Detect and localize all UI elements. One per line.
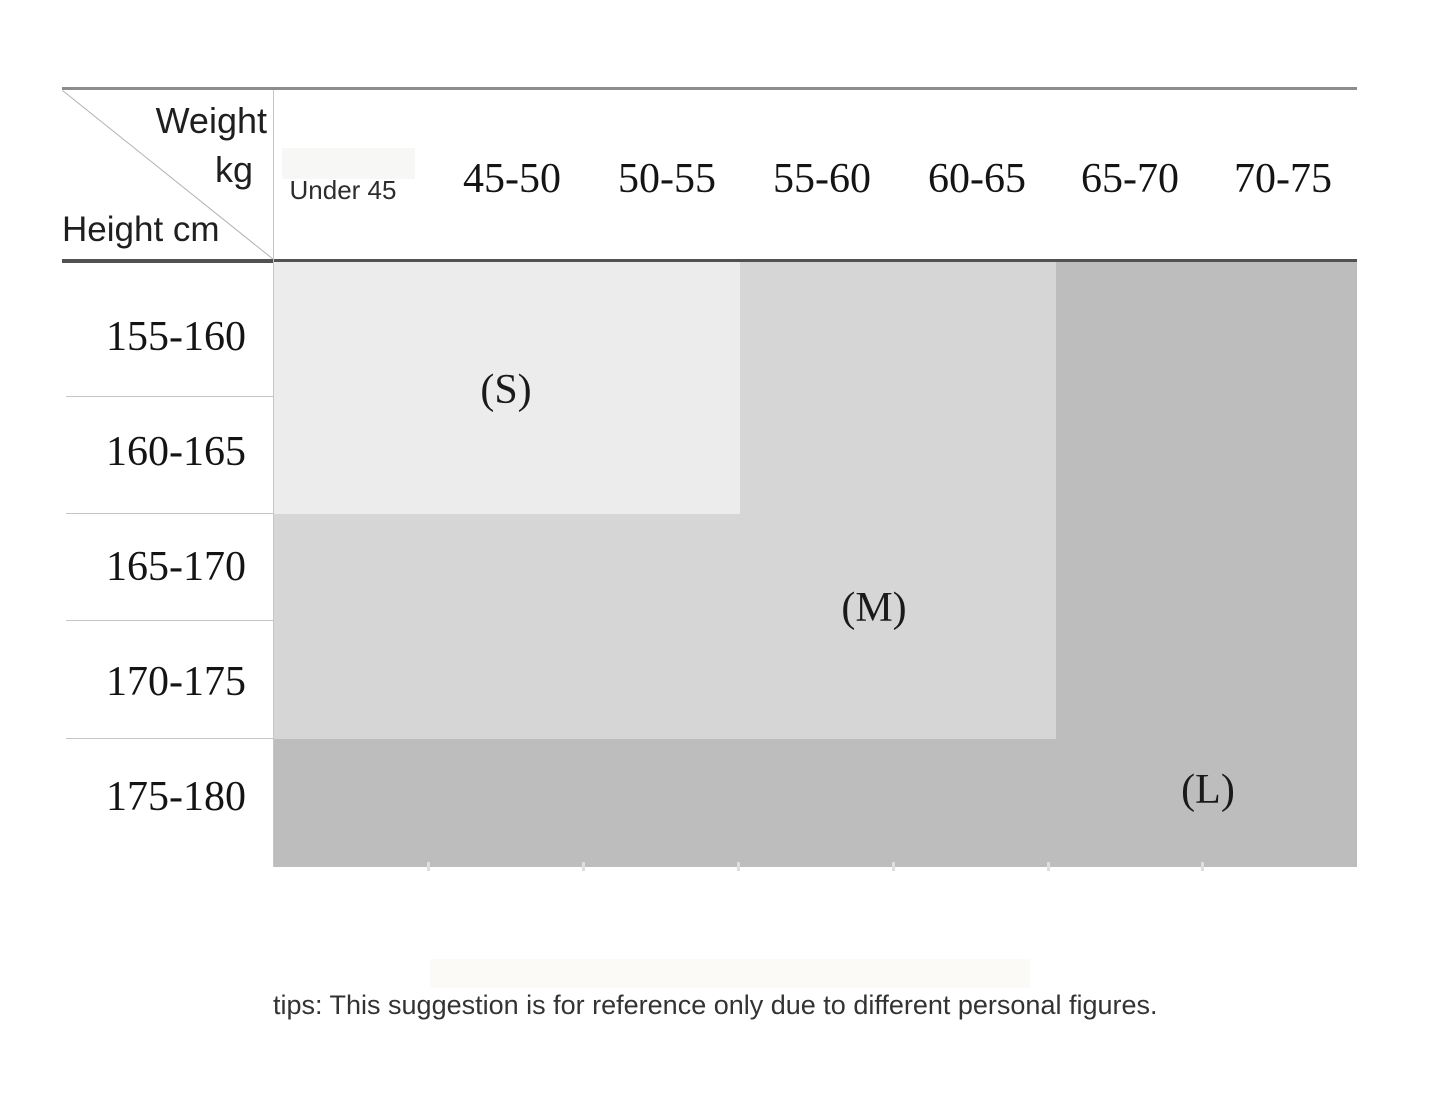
size-region-s — [273, 262, 740, 514]
column-header-45-50: 45-50 — [463, 156, 561, 202]
size-label-s: (S) — [480, 367, 532, 413]
column-header-65-70: 65-70 — [1081, 156, 1179, 202]
weight-axis-unit: kg — [214, 149, 253, 190]
tips-note: tips: This suggestion is for reference o… — [273, 990, 1158, 1020]
header-column-divider — [273, 90, 274, 867]
column-grid-tick — [582, 862, 585, 871]
column-grid-tick — [1047, 862, 1050, 871]
column-grid-tick — [427, 862, 430, 871]
size-label-m: (M) — [841, 585, 907, 631]
faint-highlight-box — [430, 959, 1030, 988]
column-header-55-60: 55-60 — [773, 156, 871, 202]
weight-axis-title: Weight — [155, 100, 267, 141]
weight-axis-label: Weight kg — [156, 96, 267, 194]
column-header-60-65: 60-65 — [928, 156, 1026, 202]
size-label-l: (L) — [1181, 767, 1235, 813]
row-header-165-170: 165-170 — [106, 544, 246, 590]
row-divider — [66, 620, 273, 621]
column-grid-tick — [892, 862, 895, 871]
column-grid-tick — [737, 862, 740, 871]
row-header-160-165: 160-165 — [106, 429, 246, 475]
row-header-175-180: 175-180 — [106, 774, 246, 820]
column-header-50-55: 50-55 — [618, 156, 716, 202]
table-header-border — [62, 259, 1357, 263]
row-header-155-160: 155-160 — [106, 314, 246, 360]
row-header-170-175: 170-175 — [106, 659, 246, 705]
column-header-under-45: Under 45 — [289, 175, 397, 205]
row-divider — [66, 396, 273, 397]
table-top-border — [62, 87, 1357, 90]
height-axis-label: Height cm — [62, 210, 220, 249]
row-divider — [66, 513, 273, 514]
column-header-70-75: 70-75 — [1234, 156, 1332, 202]
column-grid-tick — [1201, 862, 1204, 871]
corner-diagonal-line — [62, 90, 274, 260]
row-divider — [66, 738, 273, 739]
faint-highlight-box — [282, 148, 415, 179]
